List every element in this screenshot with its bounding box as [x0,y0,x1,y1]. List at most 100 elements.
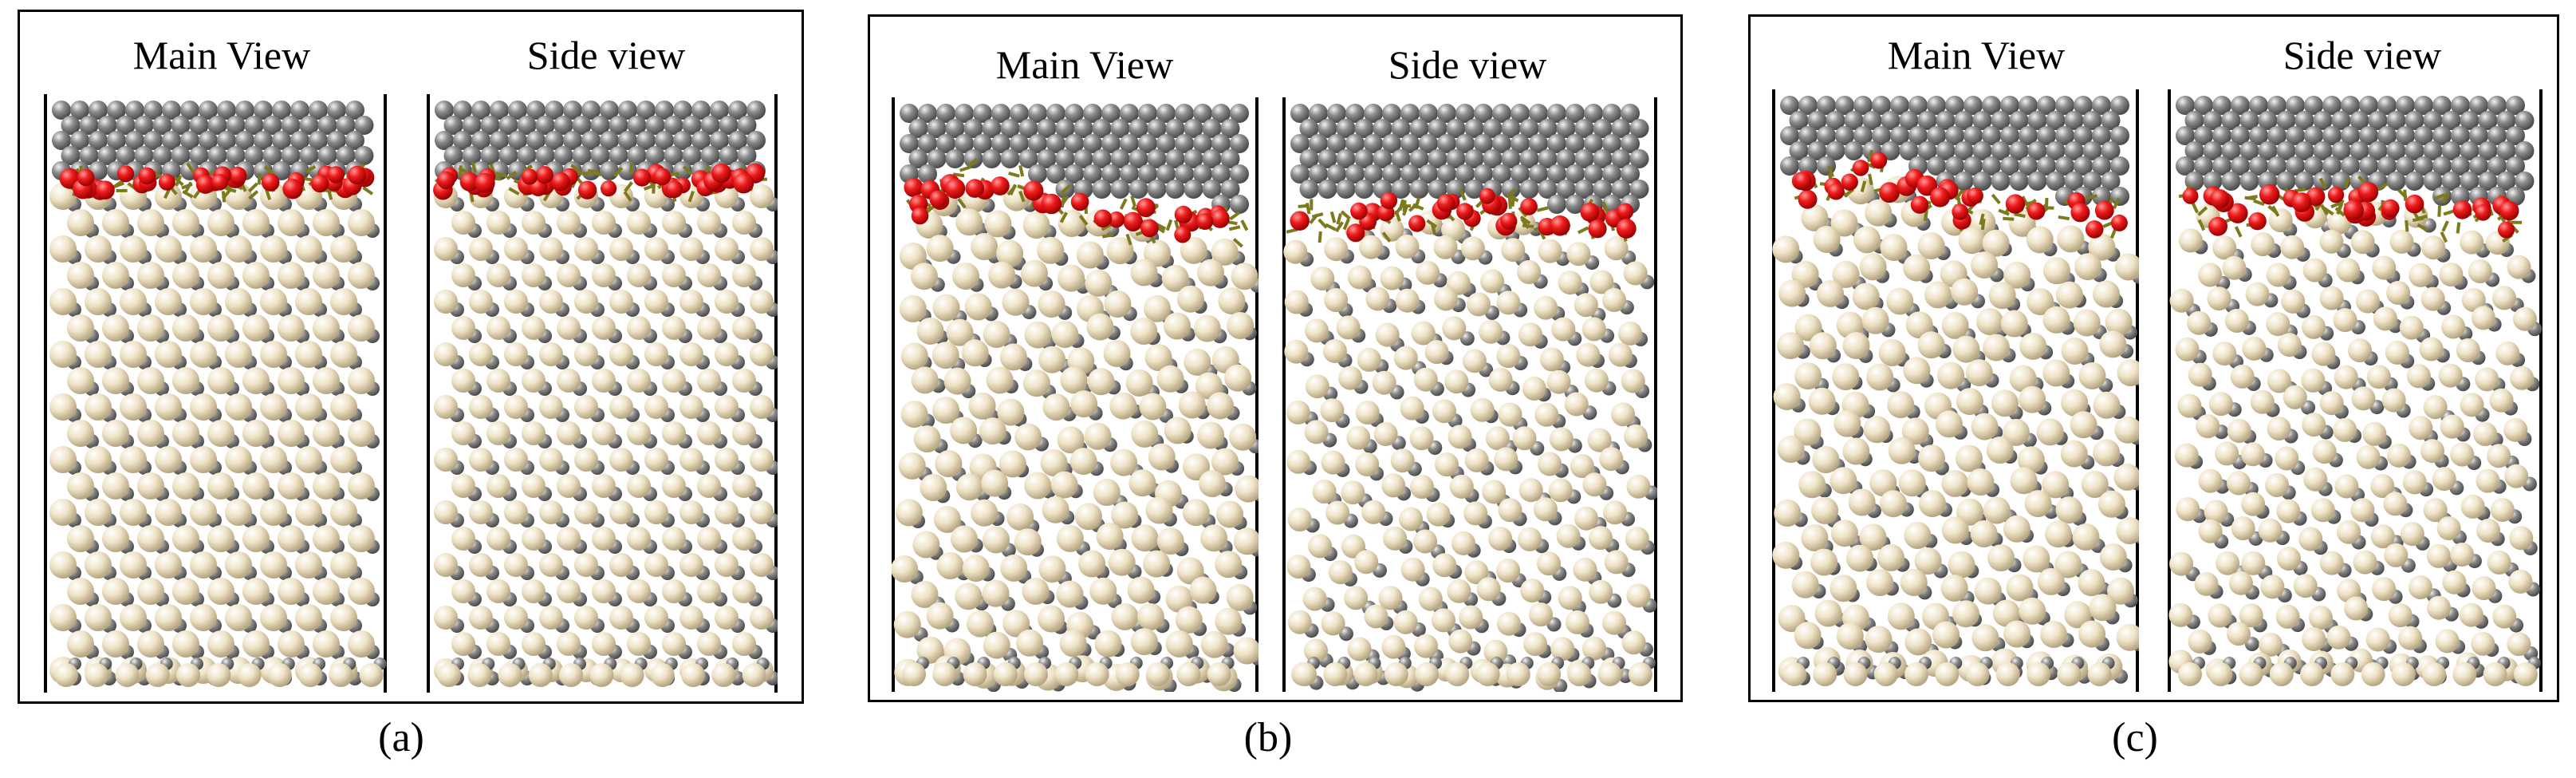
substrate-atom [2303,467,2328,492]
substrate-atom [1853,226,1881,254]
carbon-atom [290,101,309,120]
substrate-atom [557,211,581,235]
substrate-atom [1537,662,1562,686]
substrate-atom [2116,623,2139,651]
interface-bond [2433,193,2446,200]
oxygen-atom [158,173,175,191]
carbon-atom [2019,156,2038,176]
substrate-atom [2420,439,2444,464]
interface-bond [1979,213,1985,226]
substrate-atom [609,448,633,472]
interface-bond [2112,197,2121,210]
substrate-atom [85,393,112,421]
carbon-atom [1428,149,1448,168]
substrate-atom [1846,544,1873,572]
substrate-atom [2224,309,2249,333]
substrate-atom [278,472,305,500]
substrate-atom [1470,397,1495,422]
carbon-atom [2478,141,2498,160]
substrate-atom [1917,331,1945,359]
substrate-atom [1323,662,1348,686]
substrate-atom [1494,447,1518,472]
substrate-atom [539,448,563,472]
carbon-atom [1964,156,1983,176]
carbon-atom [1556,119,1576,138]
substrate-atom [1986,436,2014,464]
carbon-atom [1354,119,1374,138]
substrate-atom [2078,362,2106,389]
interface-bond [2024,200,2037,206]
carbon-atom [2212,126,2231,145]
substrate-atom [522,369,546,393]
oxygen-atom [1174,205,1192,224]
interface-bond [613,166,624,178]
carbon-atom [2396,126,2415,145]
interface-bond [1393,204,1404,216]
substrate-atom [679,500,703,524]
substrate-atom [359,663,384,687]
substrate-atom [2267,369,2291,393]
interface-bond [247,182,258,193]
carbon-atom [345,131,364,150]
oxygen-atom [1479,188,1495,204]
substrate-atom [2460,494,2485,519]
substrate-atom [2362,421,2387,446]
substrate-atom [451,474,475,498]
molecular-structure-b-main [892,97,1258,692]
substrate-atom [2487,551,2511,575]
substrate-atom [2006,574,2034,602]
substrate-atom [2372,577,2397,602]
carbon-atom [1982,96,2001,115]
substrate-atom [900,342,928,370]
carbon-atom [1391,180,1411,199]
carbon-atom [1817,126,1836,145]
carbon-atom [2203,111,2223,130]
substrate-atom [1777,436,1805,463]
substrate-atom [469,342,493,366]
substrate-atom [1448,425,1472,449]
substrate-atom [1589,579,1613,604]
substrate-atom [2000,310,2028,338]
interface-bond [1101,223,1113,231]
interface-bond [2405,220,2409,232]
substrate-atom [912,531,940,559]
substrate-atom [2269,662,2294,686]
carbon-atom [2055,96,2074,115]
interface-bond [957,197,967,209]
substrate-atom [260,499,287,526]
substrate-atom [1967,468,1995,496]
substrate-atom [2503,417,2528,442]
interface-bond [1125,233,1132,246]
carbon-atom [719,116,739,135]
substrate-atom [1488,367,1513,392]
substrate-atom [2386,281,2411,305]
carbon-atom [1437,134,1456,153]
substrate-atom [102,420,129,447]
substrate-atom [2265,473,2290,497]
carbon-atom [2414,126,2433,145]
oxygen-atom [1346,223,1365,243]
substrate-atom [1538,239,1562,263]
interface-bond [1060,195,1069,207]
substrate-atom [732,211,756,235]
oxygen-atom [2357,182,2379,203]
interface-bond [112,181,124,189]
substrate-atom [67,262,94,289]
substrate-atom [697,263,721,287]
substrate-atom [172,578,199,605]
carbon-atom [2082,111,2102,130]
substrate-atom [1195,372,1223,400]
oxygen-atom [904,177,924,197]
carbon-atom [1073,149,1093,168]
substrate-atom [1564,392,1589,417]
substrate-atom [1462,349,1487,373]
carbon-atom [1193,134,1212,153]
substrate-atom [1952,600,1979,628]
substrate-atom [2301,368,2326,393]
carbon-atom [936,104,955,123]
substrate-atom [1574,506,1598,531]
carbon-atom [1364,164,1383,184]
substrate-atom [278,630,305,658]
carbon-atom [2000,96,2019,115]
substrate-atom [910,263,938,290]
